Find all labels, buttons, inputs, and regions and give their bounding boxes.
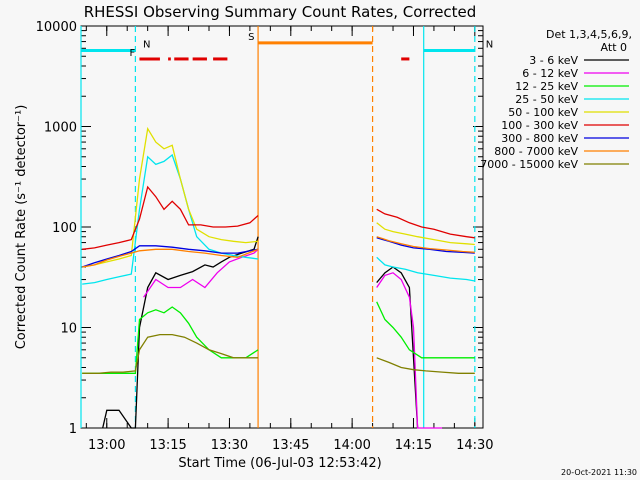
x-tick-label: 14:30 [456,438,493,453]
y-tick-label: 10 [60,322,77,337]
series-line-800-7000-kev [82,236,475,268]
legend-label: 300 - 800 keV [501,132,578,145]
legend-label: 50 - 100 keV [508,106,578,119]
x-tick-label: 13:45 [272,438,309,453]
flag-n-label: N [486,40,493,51]
y-axis-label: Corrected Count Rate (s⁻¹ detector⁻¹) [14,105,29,350]
series-line-6-12-kev [143,248,443,429]
series-line-300-800-kev [81,237,475,268]
x-tick-label: 14:00 [333,438,370,453]
y-tick-label: 100 [52,221,77,236]
series-line-3-6-kev [102,236,419,429]
series-line-12-25-kev [82,301,475,374]
x-tick-label: 13:15 [149,438,186,453]
x-tick-label: 13:00 [88,438,125,453]
legend-label: 3 - 6 keV [529,54,578,67]
legend-label: 12 - 25 keV [515,80,578,93]
legend-label: 100 - 300 keV [501,119,578,132]
y-tick-label: 10000 [36,20,77,35]
legend-label: 800 - 7000 keV [494,145,578,158]
footer-timestamp: 20-Oct-2021 11:30 [561,468,637,477]
y-tick-label: 1000 [44,121,77,136]
series-line-50-100-kev [82,126,475,268]
flag-f-label: F [129,48,135,59]
x-tick-labels: 13:00 13:15 13:30 13:45 14:00 14:15 14:30 [88,438,494,453]
legend-label: 7000 - 15000 keV [480,158,578,171]
legend-header-line-1: Det 1,3,4,5,6,9, [546,28,632,41]
flag-bars: N NFS [81,32,493,61]
series-line-25-50-kev [82,153,475,285]
x-axis-label: Start Time (06-Jul-03 12:53:42) [178,456,381,471]
x-tick-label: 14:15 [395,438,432,453]
legend-label: 25 - 50 keV [515,93,578,106]
series-lines [81,126,475,429]
legend-label: 6 - 12 keV [522,67,578,80]
legend-header-line-2: Att 0 [601,41,627,54]
y-tick-labels: 1 10 100 1000 10000 [36,20,77,437]
flag-n-label: N [143,40,150,51]
series-line-7000-15000-kev [82,333,475,374]
x-tick-label: 13:30 [211,438,248,453]
y-tick-label: 1 [69,422,77,437]
chart-title: RHESSI Observing Summary Count Rates, Co… [84,3,477,21]
flag-s-label: S [248,32,254,43]
series-line-100-300-kev [82,185,475,250]
